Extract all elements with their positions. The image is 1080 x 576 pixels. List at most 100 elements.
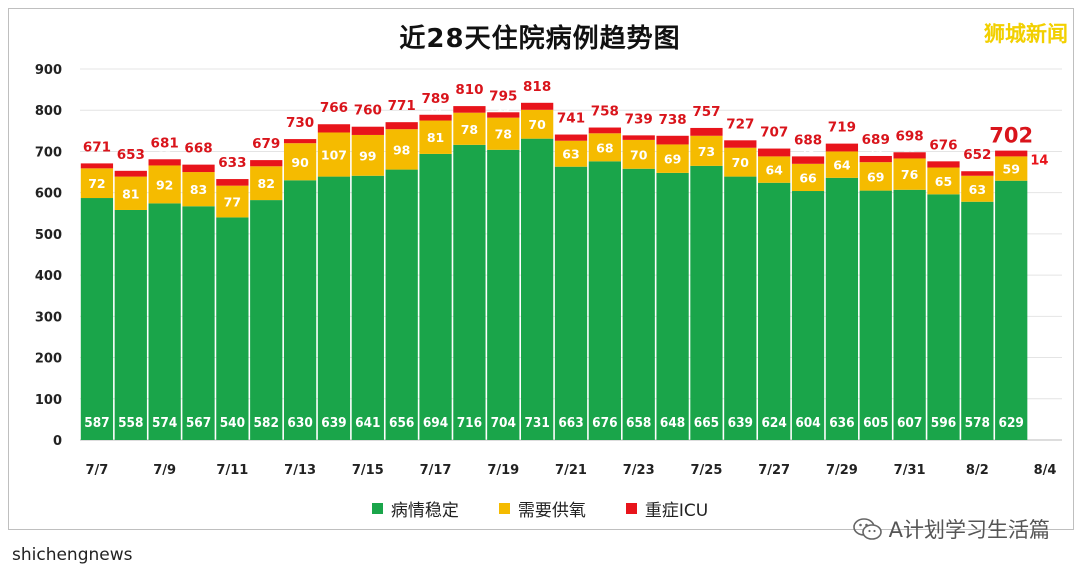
bar-icu	[114, 170, 147, 177]
x-tick-label: 7/17	[420, 463, 452, 478]
source-caption: shichengnews	[12, 545, 133, 565]
x-tick-label: 7/11	[216, 463, 248, 478]
bar-stable	[283, 180, 317, 441]
label-total: 698	[896, 128, 924, 144]
label-stable: 704	[491, 415, 516, 431]
bar-icu	[995, 150, 1028, 157]
legend-item-icu: 重症ICU	[625, 496, 709, 521]
bar-stable	[690, 165, 723, 440]
label-icu: 19	[768, 140, 781, 151]
y-axis-ticks: 0 100 200 300 400 500 600 700 800 900	[35, 63, 62, 449]
bar-stable	[859, 190, 892, 440]
label-total: 727	[726, 116, 754, 132]
label-icu: 15	[937, 152, 950, 163]
x-tick-label: 7/21	[555, 463, 587, 478]
label-icu: 19	[700, 119, 713, 130]
label-oxygen: 81	[122, 186, 139, 201]
bar-icu	[961, 171, 994, 176]
bar-icu	[453, 106, 486, 113]
x-tick-label: 7/27	[758, 463, 790, 478]
bar-icu	[724, 140, 757, 148]
x-tick-label: 7/7	[86, 463, 109, 478]
label-stable: 665	[694, 415, 719, 431]
bar-icu	[521, 102, 554, 110]
bar-stable	[791, 191, 825, 440]
label-stable: 567	[186, 415, 211, 431]
label-stable: 656	[389, 415, 414, 431]
bar-stable	[961, 201, 994, 440]
bar-oxygen	[216, 185, 249, 218]
label-stable: 658	[626, 415, 651, 431]
label-total: 653	[117, 147, 145, 163]
label-stable: 641	[355, 415, 380, 431]
bar-oxygen	[588, 133, 621, 162]
label-oxygen: 68	[596, 140, 613, 155]
label-icu: 15	[158, 150, 171, 161]
bar-stable	[351, 175, 384, 440]
bar-oxygen	[148, 165, 181, 204]
label-oxygen: 70	[630, 147, 648, 162]
bar-oxygen	[385, 129, 418, 170]
bar-oxygen	[80, 168, 114, 199]
label-total: 676	[929, 137, 957, 153]
bar-stable	[927, 194, 960, 440]
label-total: 679	[252, 136, 280, 152]
label-stable: 558	[118, 415, 143, 431]
label-total: 766	[320, 100, 348, 116]
label-icu: 15	[869, 147, 882, 158]
label-total: 689	[862, 132, 890, 148]
bar-icu	[825, 143, 859, 152]
bar-oxygen	[351, 134, 384, 176]
bar-stable	[216, 217, 249, 440]
bar-oxygen	[554, 140, 588, 167]
label-icu: 19	[835, 135, 848, 146]
label-oxygen: 82	[258, 176, 275, 191]
legend-label-icu: 重症ICU	[644, 501, 709, 521]
bar-stable	[317, 176, 351, 440]
label-stable: 636	[829, 415, 854, 431]
label-oxygen: 78	[461, 122, 478, 137]
y-tick-label: 400	[35, 269, 62, 284]
label-total: 738	[658, 112, 686, 128]
bar-icu	[283, 139, 317, 144]
x-tick-label: 7/25	[691, 463, 723, 478]
label-icu: 16	[463, 97, 477, 108]
label-stable: 630	[287, 415, 312, 431]
bar-icu	[656, 135, 689, 145]
bar-icu	[419, 114, 452, 121]
label-stable: 578	[965, 415, 990, 431]
bar-icu	[250, 160, 283, 167]
label-icu: 15	[903, 143, 916, 154]
bar-stable	[724, 176, 757, 440]
bar-icu	[317, 124, 351, 133]
label-stable: 663	[558, 415, 583, 431]
wechat-icon	[852, 518, 882, 540]
bar-oxygen	[995, 156, 1028, 181]
label-total: 707	[760, 125, 788, 141]
label-icu: 17	[395, 113, 408, 124]
label-oxygen: 99	[359, 148, 376, 163]
bar-stable	[250, 200, 283, 440]
label-total: 702	[989, 124, 1033, 148]
label-stable: 596	[931, 415, 956, 431]
bar-oxygen	[961, 175, 994, 202]
label-icu: 15	[564, 126, 577, 137]
label-oxygen: 78	[495, 127, 512, 142]
label-oxygen: 76	[901, 167, 919, 182]
label-total: 760	[354, 103, 382, 119]
label-total: 771	[388, 98, 416, 114]
bar-icu	[927, 161, 960, 168]
label-total: 681	[151, 135, 179, 151]
x-tick-label: 7/15	[352, 463, 384, 478]
label-total: 795	[489, 88, 517, 104]
bar-oxygen	[283, 143, 317, 181]
bar-icu	[554, 134, 588, 141]
bar-stable	[656, 172, 689, 440]
y-tick-label: 300	[35, 310, 62, 325]
bar-oxygen	[182, 172, 215, 207]
watermark-text: A计划学习生活篇	[888, 518, 1050, 542]
x-axis-ticks: 7/7 7/9 7/11 7/13 7/15 7/17 7/19 7/21 7/23 7/25 7/…	[86, 463, 1057, 478]
y-tick-label: 600	[35, 187, 62, 202]
label-oxygen: 77	[224, 195, 241, 210]
